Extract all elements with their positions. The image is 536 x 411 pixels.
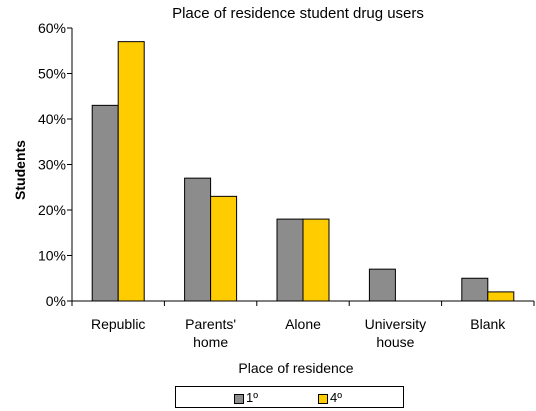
plot-area: 0% 10% 20% 30% 40% 50% 60% Republic Parents' home…	[38, 20, 535, 350]
x-tick-label-2: Parents' home	[185, 316, 236, 350]
legend-swatch-series-1	[234, 393, 244, 404]
legend-label-series-1: 1º	[246, 390, 258, 405]
y-tick-label-3: 30%	[38, 157, 66, 173]
x-tick-label-4: University house	[365, 316, 426, 350]
legend-item-series-1: 1º	[234, 390, 258, 405]
bar-series-2-cat-2	[210, 195, 238, 302]
y-tick-label-5: 50%	[38, 66, 66, 82]
x-tick-label-1: Republic	[91, 316, 145, 332]
bar-series-1-cat-4	[368, 268, 396, 302]
bar-series-2-cat-3	[302, 218, 330, 302]
legend-item-series-2: 4º	[318, 390, 342, 405]
bar-series-2-cat-1	[117, 41, 145, 302]
x-tick-label-5: Blank	[470, 316, 506, 332]
bar-series-2-cat-5	[487, 291, 515, 302]
bar-series-1-cat-1	[91, 104, 119, 302]
y-tick-label-1: 10%	[38, 248, 66, 264]
x-axis-label: Place of residence	[238, 360, 354, 376]
legend-swatch-series-2	[318, 393, 328, 404]
y-tick-label-6: 60%	[38, 20, 66, 36]
y-tick-label-2: 20%	[38, 202, 66, 218]
legend-label-series-2: 4º	[330, 390, 342, 405]
legend: 1º 4º	[175, 386, 404, 408]
bar-series-1-cat-3	[276, 218, 304, 302]
bar-series-1-cat-2	[184, 177, 212, 302]
y-tick-label-0: 0%	[46, 293, 66, 309]
chart-title: Place of residence student drug users	[172, 5, 424, 22]
y-tick-label-4: 40%	[38, 111, 66, 127]
x-tick-label-3: Alone	[285, 316, 321, 332]
bar-series-1-cat-5	[461, 277, 489, 302]
